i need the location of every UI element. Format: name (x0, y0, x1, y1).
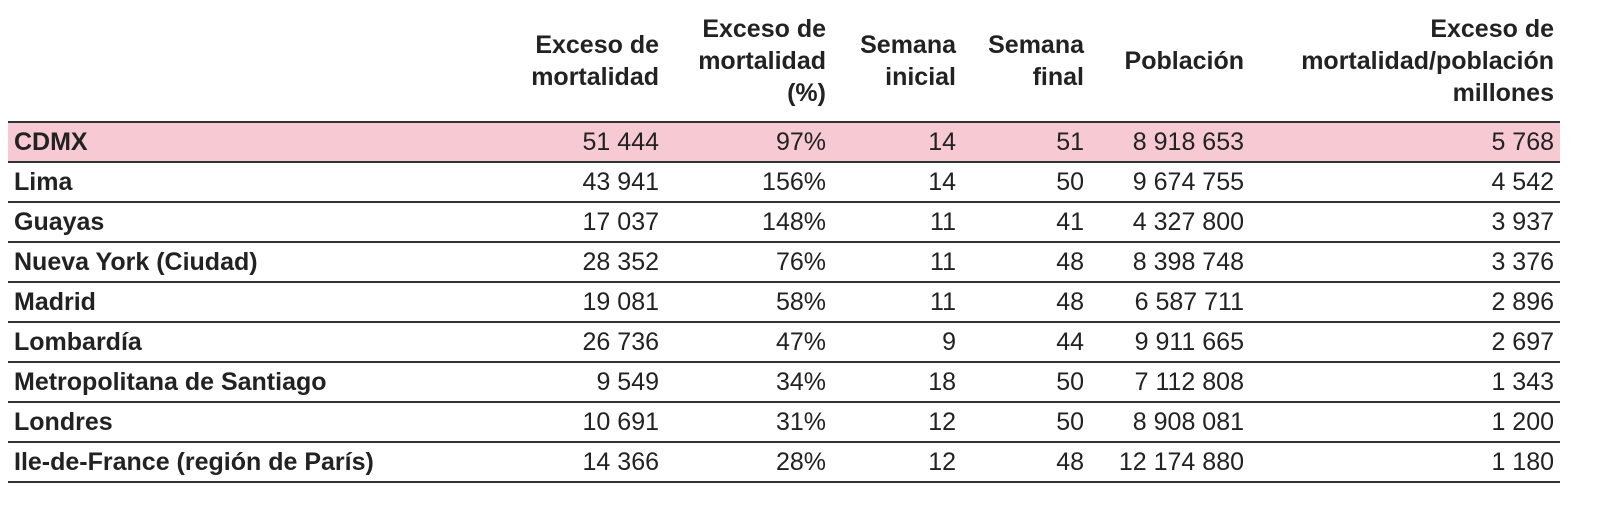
header-line: Exceso de (702, 14, 826, 43)
header-row: Exceso de mortalidad Exceso de mortalidad (%… (8, 0, 1560, 123)
table-cell: 28% (665, 442, 832, 483)
row-label: Madrid (8, 282, 500, 323)
header-line: (%) (787, 78, 826, 107)
table-cell: 8 908 081 (1090, 402, 1250, 443)
table-cell: 47% (665, 322, 832, 363)
table-cell: 1 180 (1250, 442, 1560, 483)
header-line: mortalidad/población (1301, 46, 1554, 75)
header-line: mortalidad (698, 46, 826, 75)
table-row: Madrid 19 081 58% 11 48 6 587 711 2 896 (8, 282, 1560, 323)
table-cell: 34% (665, 362, 832, 403)
table-cell: 14 (832, 162, 962, 203)
table-cell: 51 (962, 122, 1090, 163)
row-label: Londres (8, 402, 500, 443)
table-cell: 11 (832, 242, 962, 283)
table-cell: 48 (962, 242, 1090, 283)
table-cell: 41 (962, 202, 1090, 243)
table-cell: 8 398 748 (1090, 242, 1250, 283)
table-cell: 4 327 800 (1090, 202, 1250, 243)
table-cell: 11 (832, 282, 962, 323)
table-cell: 12 174 880 (1090, 442, 1250, 483)
table-cell: 14 366 (500, 442, 665, 483)
table-cell: 14 (832, 122, 962, 163)
header-line: Exceso de (535, 30, 659, 59)
table-cell: 9 (832, 322, 962, 363)
table-cell: 1 200 (1250, 402, 1560, 443)
row-label: CDMX (8, 122, 500, 163)
table-row: Metropolitana de Santiago 9 549 34% 18 50 7 1… (8, 362, 1560, 403)
table-cell: 2 896 (1250, 282, 1560, 323)
table-cell: 148% (665, 202, 832, 243)
table-cell: 7 112 808 (1090, 362, 1250, 403)
table-row: Nueva York (Ciudad) 28 352 76% 11 48 8 398 74… (8, 242, 1560, 283)
table-row: Ile-de-France (región de París) 14 366 28%… (8, 442, 1560, 483)
table-cell: 31% (665, 402, 832, 443)
header-line: mortalidad (531, 62, 659, 91)
table-cell: 76% (665, 242, 832, 283)
table-cell: 11 (832, 202, 962, 243)
table-body: CDMX 51 444 97% 14 51 8 918 653 5 768 Lima 43 94… (8, 122, 1560, 483)
table-cell: 3 937 (1250, 202, 1560, 243)
table-cell: 5 768 (1250, 122, 1560, 163)
table-row: CDMX 51 444 97% 14 51 8 918 653 5 768 (8, 122, 1560, 163)
table-row: Londres 10 691 31% 12 50 8 908 081 1 200 (8, 402, 1560, 443)
table-cell: 3 376 (1250, 242, 1560, 283)
header-cell: Semana final (962, 0, 1090, 123)
header-line: Población (1124, 46, 1244, 75)
table-cell: 51 444 (500, 122, 665, 163)
table-cell: 9 911 665 (1090, 322, 1250, 363)
table-cell: 48 (962, 282, 1090, 323)
table-cell: 58% (665, 282, 832, 323)
header-line: millones (1452, 78, 1554, 107)
table-cell: 43 941 (500, 162, 665, 203)
header-cell: Semana inicial (832, 0, 962, 123)
row-label: Metropolitana de Santiago (8, 362, 500, 403)
table-cell: 19 081 (500, 282, 665, 323)
row-label: Nueva York (Ciudad) (8, 242, 500, 283)
table-cell: 4 542 (1250, 162, 1560, 203)
table-cell: 12 (832, 442, 962, 483)
row-label: Ile-de-France (región de París) (8, 442, 500, 483)
header-cell: Exceso de mortalidad (500, 0, 665, 123)
row-label: Guayas (8, 202, 500, 243)
table-cell: 97% (665, 122, 832, 163)
data-table: Exceso de mortalidad Exceso de mortalidad (%… (8, 0, 1560, 483)
table-cell: 28 352 (500, 242, 665, 283)
header-line: Semana (860, 30, 956, 59)
header-cell: Población (1090, 0, 1250, 123)
table-cell: 50 (962, 162, 1090, 203)
row-label: Lombardía (8, 322, 500, 363)
header-cell: Exceso de mortalidad (%) (665, 0, 832, 123)
header-line: inicial (885, 62, 956, 91)
table-cell: 6 587 711 (1090, 282, 1250, 323)
table-row: Lima 43 941 156% 14 50 9 674 755 4 542 (8, 162, 1560, 203)
header-line: Semana (988, 30, 1084, 59)
table-cell: 48 (962, 442, 1090, 483)
table-cell: 156% (665, 162, 832, 203)
table-cell: 18 (832, 362, 962, 403)
table-cell: 17 037 (500, 202, 665, 243)
table-cell: 8 918 653 (1090, 122, 1250, 163)
table-row: Lombardía 26 736 47% 9 44 9 911 665 2 697 (8, 322, 1560, 363)
header-cell (8, 0, 500, 123)
table-cell: 50 (962, 402, 1090, 443)
table-cell: 12 (832, 402, 962, 443)
header-line: Exceso de (1430, 14, 1554, 43)
header-line: final (1032, 62, 1084, 91)
table-row: Guayas 17 037 148% 11 41 4 327 800 3 937 (8, 202, 1560, 243)
table-cell: 9 549 (500, 362, 665, 403)
table-cell: 44 (962, 322, 1090, 363)
table-cell: 10 691 (500, 402, 665, 443)
table-cell: 2 697 (1250, 322, 1560, 363)
table-cell: 9 674 755 (1090, 162, 1250, 203)
table-cell: 26 736 (500, 322, 665, 363)
header-cell: Exceso de mortalidad/población millones (1250, 0, 1560, 123)
table-cell: 50 (962, 362, 1090, 403)
row-label: Lima (8, 162, 500, 203)
table-cell: 1 343 (1250, 362, 1560, 403)
